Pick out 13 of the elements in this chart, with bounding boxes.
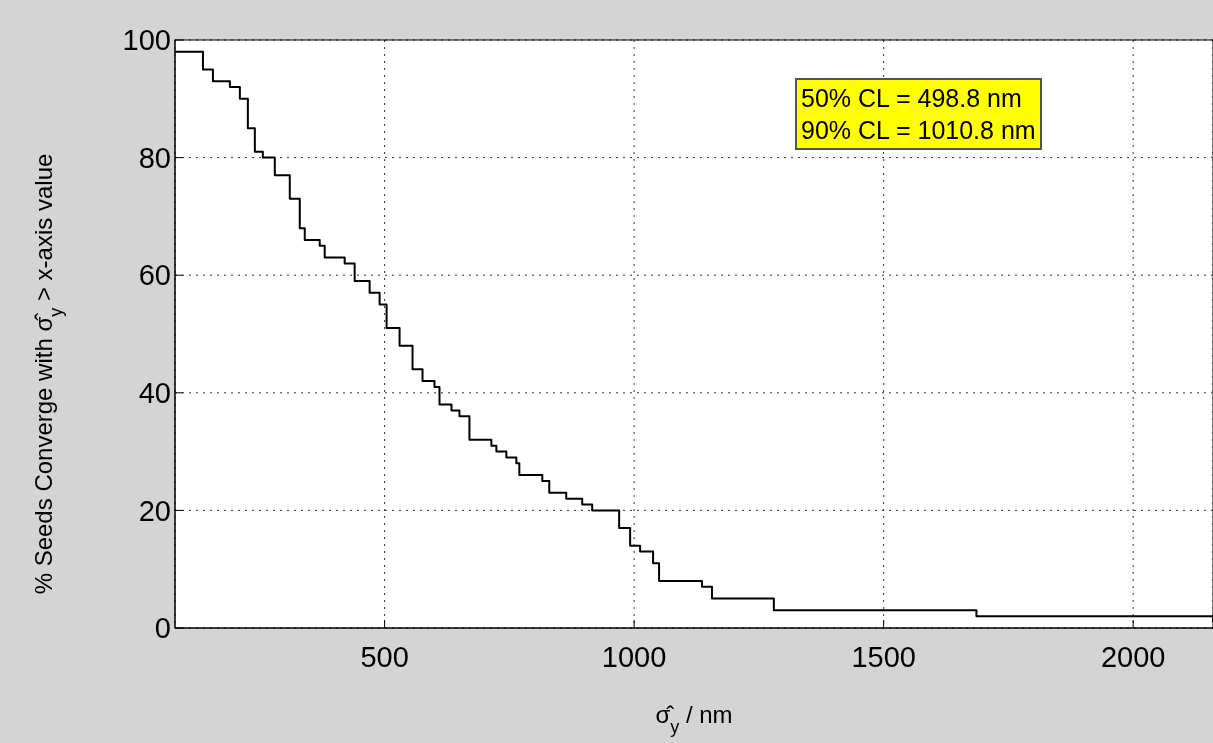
y-tick-label: 40 [138,377,171,410]
x-tick-label: 1000 [601,640,667,673]
x-tick-label: 2000 [1100,640,1166,673]
y-tick-label: 0 [154,612,171,645]
y-tick-label: 60 [138,259,171,292]
y-tick-label: 100 [122,24,171,57]
x-tick-label: 500 [360,640,409,673]
x-tick-label: 1500 [851,640,916,673]
x-axis-title: σ̂$_{y}$ / nm [655,701,733,737]
y-tick-label: 80 [138,141,171,174]
annotation: 50% CL = 498.8 nm [801,83,1023,114]
y-tick-label: 20 [138,494,171,527]
annotation: 90% CL = 1010.8 nm [801,115,1036,146]
